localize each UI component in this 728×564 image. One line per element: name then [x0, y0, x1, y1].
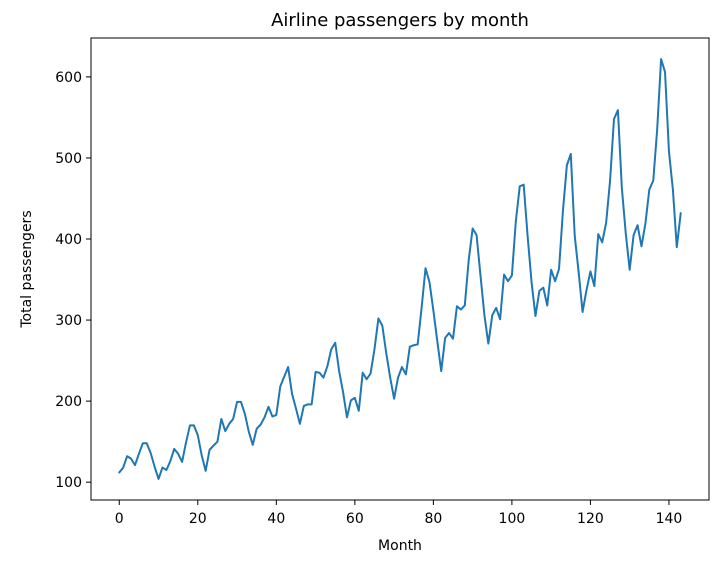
- x-tick-label: 140: [656, 511, 683, 527]
- x-tick-label: 0: [115, 511, 124, 527]
- x-tick-label: 120: [577, 511, 604, 527]
- y-tick-label: 200: [55, 394, 82, 410]
- x-tick-label: 20: [189, 511, 207, 527]
- x-tick-label: 80: [424, 511, 442, 527]
- y-tick-label: 500: [55, 151, 82, 167]
- y-tick-label: 400: [55, 232, 82, 248]
- plot-area: [118, 58, 682, 480]
- x-tick-label: 60: [346, 511, 364, 527]
- y-tick-label: 100: [55, 475, 82, 491]
- x-axis-label: Month: [378, 538, 422, 554]
- y-tick-label: 300: [55, 313, 82, 329]
- series-line: [118, 58, 682, 480]
- x-tick-label: 100: [499, 511, 526, 527]
- y-tick-label: 600: [55, 70, 82, 86]
- y-axis-ticks: 100 200 300 400 500 600: [55, 70, 91, 491]
- x-tick-label: 40: [267, 511, 285, 527]
- y-axis-label: Total passengers: [19, 210, 35, 328]
- plot-frame: [90, 37, 710, 501]
- chart-title: Airline passengers by month: [271, 10, 529, 31]
- x-axis-ticks: 0 20 40 60 80 100 120 140: [115, 500, 683, 527]
